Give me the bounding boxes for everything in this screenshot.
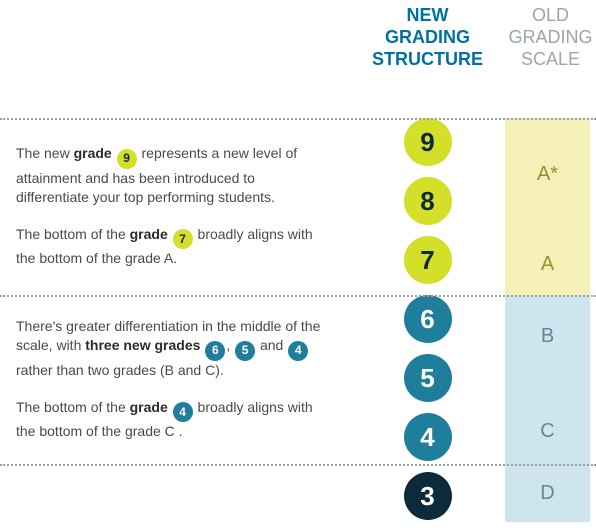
divider-line (0, 295, 596, 297)
band-mid: BC There's greater differentiation in th… (0, 295, 596, 464)
text: , (226, 337, 234, 353)
new-grade-circle: 7 (404, 236, 452, 284)
new-grade-circle: 5 (404, 354, 452, 402)
grade-badge-4b-icon: 4 (173, 402, 193, 422)
grade-badge-9-icon: 9 (117, 149, 137, 169)
old-column-mid: BC (505, 295, 590, 464)
text-bold: grade (74, 145, 112, 161)
band-bot: D (0, 464, 596, 522)
text-bold: three new grades (85, 337, 200, 353)
grade-badge-6-icon: 6 (205, 341, 225, 361)
top-para-1: The new grade 9 represents a new level o… (16, 144, 331, 207)
header-new-line2: GRADING (385, 27, 470, 47)
top-para-2: The bottom of the grade 7 broadly aligns… (16, 225, 331, 269)
header-old-line2: GRADING (508, 27, 592, 47)
new-grade-circle: 6 (404, 295, 452, 343)
text-bold: grade (130, 399, 168, 415)
old-column-bot: D (505, 464, 590, 522)
new-grade-circle: 9 (404, 118, 452, 166)
old-column-top: A* A (505, 118, 590, 295)
mid-para-2: The bottom of the grade 4 broadly aligns… (16, 398, 331, 442)
new-grades-column: 9 8 7 6 5 4 3 (385, 118, 470, 531)
header-new-line1: NEW (407, 5, 449, 25)
header-new-line3: STRUCTURE (372, 49, 483, 69)
grade-badge-5-icon: 5 (235, 341, 255, 361)
new-grade-circle: 8 (404, 177, 452, 225)
text-bold: grade (130, 226, 168, 242)
text-column-mid: There's greater differentiation in the m… (16, 295, 331, 459)
new-grade-circle: 3 (404, 472, 452, 520)
divider-line (0, 118, 596, 120)
text: The new (16, 145, 74, 161)
text: rather than two grades (B and C). (16, 362, 224, 378)
text: and (256, 337, 287, 353)
old-grade-letter: D (505, 482, 590, 505)
text: The bottom of the (16, 399, 130, 415)
divider-line (0, 464, 596, 466)
old-grade-letter: A (505, 253, 590, 276)
old-grade-letter: B (505, 325, 590, 348)
grade-badge-7-icon: 7 (173, 229, 193, 249)
header-old-line1: OLD (532, 5, 569, 25)
header-row: NEW GRADING STRUCTURE OLD GRADING SCALE (0, 0, 596, 84)
new-grade-circle: 4 (404, 413, 452, 461)
text: The bottom of the (16, 226, 130, 242)
text-column-top: The new grade 9 represents a new level o… (16, 118, 331, 286)
mid-para-1: There's greater differentiation in the m… (16, 317, 331, 380)
header-spacer (0, 0, 350, 84)
new-grading-header: NEW GRADING STRUCTURE (350, 0, 505, 84)
grade-badge-4-icon: 4 (288, 341, 308, 361)
band-top: A* A The new grade 9 represents a new lev… (0, 118, 596, 295)
old-grade-letter: C (505, 420, 590, 443)
old-grading-header: OLD GRADING SCALE (505, 0, 596, 84)
bands: A* A The new grade 9 represents a new lev… (0, 118, 596, 522)
header-old-line3: SCALE (521, 49, 580, 69)
old-grade-letter: A* (505, 163, 590, 186)
